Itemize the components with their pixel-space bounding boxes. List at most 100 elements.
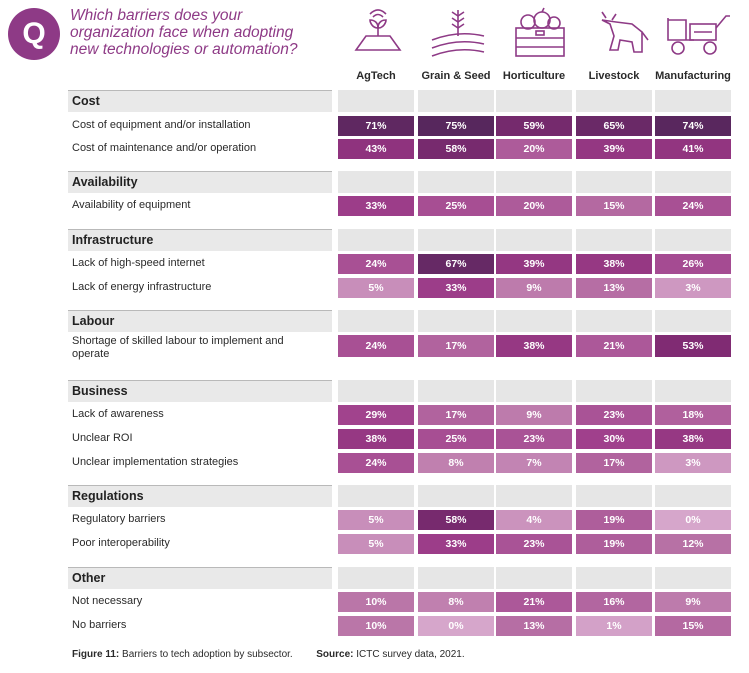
agtech-icon <box>348 6 408 58</box>
header-stripe <box>576 229 652 251</box>
header-stripe <box>68 229 332 251</box>
header-stripe <box>418 310 494 332</box>
heatmap-cell: 5% <box>338 534 414 554</box>
heatmap-cell: 0% <box>418 616 494 636</box>
heatmap-cell: 20% <box>496 196 572 216</box>
heatmap-cell: 24% <box>338 453 414 473</box>
heatmap-cell: 58% <box>418 510 494 530</box>
heatmap-cell: 18% <box>655 405 731 425</box>
category-label: Regulations <box>72 489 144 503</box>
column-header: AgTech <box>356 70 396 82</box>
heatmap-cell: 38% <box>576 254 652 274</box>
header-stripe <box>655 567 731 589</box>
heatmap-cell: 41% <box>655 139 731 159</box>
heatmap-cell: 25% <box>418 429 494 449</box>
header-stripe <box>576 567 652 589</box>
header-stripe <box>496 567 572 589</box>
livestock-icon <box>592 6 652 58</box>
header-stripe <box>655 485 731 507</box>
header-stripe <box>338 567 414 589</box>
source-label: Source: <box>316 649 354 660</box>
header-stripe <box>68 90 332 112</box>
heatmap-cell: 0% <box>655 510 731 530</box>
header-stripe <box>418 90 494 112</box>
category-label: Other <box>72 571 106 585</box>
header-stripe <box>338 310 414 332</box>
column-header: Horticulture <box>502 70 566 82</box>
heatmap-cell: 23% <box>496 429 572 449</box>
heatmap-cell: 59% <box>496 116 572 136</box>
category-label: Infrastructure <box>72 233 154 247</box>
heatmap-cell: 20% <box>496 139 572 159</box>
header-stripe <box>68 171 332 193</box>
heatmap-cell: 5% <box>338 510 414 530</box>
header-stripe <box>496 90 572 112</box>
figure-text: Barriers to tech adoption by subsector. <box>122 649 293 660</box>
heatmap-cell: 19% <box>576 510 652 530</box>
heatmap-cell: 5% <box>338 278 414 298</box>
heatmap-cell: 26% <box>655 254 731 274</box>
row-label: Lack of energy infrastructure <box>72 281 212 293</box>
heatmap-cell: 65% <box>576 116 652 136</box>
header-stripe <box>496 380 572 402</box>
header-stripe <box>576 171 652 193</box>
category-label: Cost <box>72 94 100 108</box>
heatmap-cell: 10% <box>338 616 414 636</box>
heatmap-cell: 16% <box>576 592 652 612</box>
heatmap-cell: 33% <box>338 196 414 216</box>
category-label: Availability <box>72 175 138 189</box>
heatmap-cell: 3% <box>655 278 731 298</box>
category-label: Labour <box>72 314 115 328</box>
figure-label: Figure 11: <box>72 649 120 660</box>
header-stripe <box>655 229 731 251</box>
header-stripe <box>68 567 332 589</box>
header-stripe <box>68 380 332 402</box>
header-stripe <box>418 380 494 402</box>
heatmap-cell: 24% <box>655 196 731 216</box>
heatmap-cell: 23% <box>576 405 652 425</box>
row-label: Not necessary <box>72 595 143 607</box>
heatmap-cell: 7% <box>496 453 572 473</box>
heatmap-cell: 9% <box>496 278 572 298</box>
q-badge: Q <box>8 8 60 60</box>
heatmap-cell: 53% <box>655 335 731 357</box>
heatmap-cell: 33% <box>418 278 494 298</box>
heatmap-cell: 21% <box>496 592 572 612</box>
chart-title: Which barriers does your organization fa… <box>70 7 298 58</box>
heatmap-cell: 17% <box>418 405 494 425</box>
heatmap-cell: 24% <box>338 335 414 357</box>
header-stripe <box>338 485 414 507</box>
row-label: Lack of high-speed internet <box>72 257 205 269</box>
header-stripe <box>418 229 494 251</box>
heatmap-cell: 9% <box>655 592 731 612</box>
heatmap-cell: 8% <box>418 592 494 612</box>
row-label: Availability of equipment <box>72 199 191 211</box>
header-stripe <box>655 171 731 193</box>
column-header: Grain & Seed <box>421 70 491 82</box>
header-stripe <box>68 310 332 332</box>
header-stripe <box>496 229 572 251</box>
row-label: No barriers <box>72 619 127 631</box>
category-label: Business <box>72 384 128 398</box>
header-stripe <box>655 380 731 402</box>
heatmap-cell: 58% <box>418 139 494 159</box>
heatmap-cell: 19% <box>576 534 652 554</box>
header-stripe <box>576 310 652 332</box>
heatmap-cell: 4% <box>496 510 572 530</box>
row-label: Cost of maintenance and/or operation <box>72 142 257 154</box>
horticulture-icon <box>510 6 570 58</box>
heatmap-cell: 8% <box>418 453 494 473</box>
header-stripe <box>496 171 572 193</box>
row-label: Regulatory barriers <box>72 513 166 525</box>
header-stripe <box>496 310 572 332</box>
heatmap-cell: 17% <box>576 453 652 473</box>
heatmap-cell: 15% <box>576 196 652 216</box>
column-header: Livestock <box>588 70 640 82</box>
heatmap-cell: 25% <box>418 196 494 216</box>
source-text: ICTC survey data, 2021. <box>356 649 465 660</box>
heatmap-cell: 39% <box>576 139 652 159</box>
heatmap-cell: 71% <box>338 116 414 136</box>
header-stripe <box>68 485 332 507</box>
heatmap-cell: 12% <box>655 534 731 554</box>
heatmap-cell: 38% <box>496 335 572 357</box>
